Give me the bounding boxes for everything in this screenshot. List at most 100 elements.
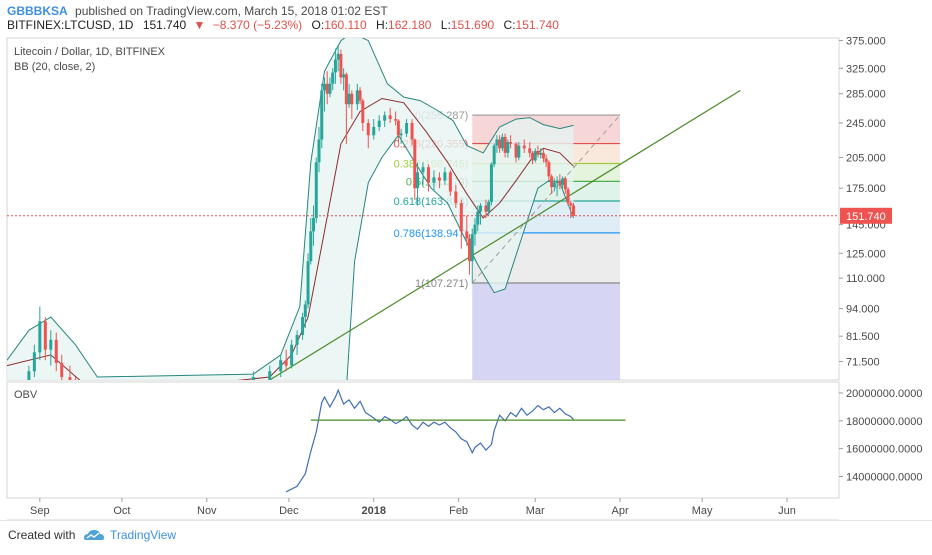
candle-body [388,115,392,120]
candle-body [355,90,359,105]
obv-tick-label: 18000000.0000 [846,416,922,428]
candle-body [303,304,307,317]
bb-lower-band [346,134,574,380]
fib-level-label-1: 1(107.271) [415,278,468,290]
bollinger-bands [7,38,574,380]
drawn-lines[interactable] [7,89,839,380]
candle-body [514,143,518,158]
time-tick-label: May [692,505,713,517]
price-change: −8.370 (−5.23%) [213,18,302,32]
price-tick-label: 375.000 [846,36,886,48]
candle-body [544,158,548,163]
price-tick-label: 325.000 [846,63,886,75]
close-value: 151.740 [516,18,560,32]
candle-body [566,189,570,204]
time-tick-label: Nov [197,505,217,517]
tradingview-cloud-icon [84,530,104,540]
bb-basis [7,97,574,380]
candle-body [487,201,491,212]
candle-body [410,123,414,140]
candle-body [336,53,340,60]
low-label: L: [441,18,451,32]
candle-body [416,172,420,189]
candle-body [555,180,559,183]
candle-body [547,162,551,177]
tradingview-brand-link[interactable]: TradingView [110,528,177,542]
obv-tick-label: 16000000.0000 [846,444,922,456]
candle-body [473,224,477,235]
time-tick-label: Dec [279,505,299,517]
candle-body [27,371,31,380]
down-arrow-icon: ▼ [194,18,206,32]
open-value: 160.110 [324,18,367,32]
obv-indicator-label[interactable]: OBV [14,389,38,401]
candle-body [454,191,458,204]
candle-body [530,152,534,161]
candle-body [372,127,376,136]
candle-body [284,360,288,366]
candle-body [320,90,324,140]
candle-body [533,151,537,161]
candle-body [528,148,532,153]
candle-body [476,211,480,225]
last-price-badge [840,207,892,224]
low-value: 151.690 [451,18,495,32]
candle-body [541,152,545,159]
candle-body [32,352,36,372]
candle-body [405,123,409,134]
price-tick-label: 110.000 [846,273,885,285]
trend-line[interactable] [269,89,741,380]
candle-body [448,172,452,192]
price-tick-label: 205.000 [846,153,886,165]
header-line-2: BITFINEX:LTCUSD, 1D 151.740 ▼ −8.370 (−5… [7,18,559,32]
candle-body [509,142,513,144]
fib-level-label-0.786: 0.786(138.947) [394,228,469,240]
last-price-badge-label: 151.740 [846,211,886,223]
candle-body [517,145,521,158]
candle-body [558,180,562,185]
fib-trend-dashed-line[interactable] [471,114,621,284]
obv-tick-label: 20000000.0000 [846,388,922,400]
bb-indicator-label[interactable]: BB (20, close, 2) [14,61,95,73]
candle-body [413,139,417,189]
candle-body [498,139,502,149]
time-tick-label: Mar [526,505,545,517]
candle-body [500,136,504,149]
candle-body [43,321,47,350]
candle-body [60,362,64,378]
candle-body [49,339,53,350]
close-label: C: [504,18,516,32]
bb-fill [7,38,574,380]
price-tick-label: 81.500 [846,331,880,343]
symbol-label: BITFINEX:LTCUSD, 1D [7,18,134,32]
bb-upper-band [7,38,574,378]
published-text: published on TradingView.com, March 15, … [75,4,388,18]
author-name[interactable]: GBBBKSA [7,4,68,18]
candle-body [309,231,313,262]
time-tick-label: Apr [611,505,628,517]
candle-body [572,205,576,216]
candle-body [465,231,469,239]
candle-body [347,93,351,105]
candle-body [344,74,348,105]
candle-body [317,139,321,163]
high-label: H: [376,18,388,32]
candle-body [495,139,499,146]
candle-body [468,238,472,262]
candle-body [342,74,346,78]
obv-tick-label: 14000000.0000 [846,472,922,484]
candle-body [312,218,316,232]
candle-body [301,316,305,336]
time-tick-label: 2018 [361,505,385,517]
candle-body [522,145,526,149]
candle-body [361,100,365,124]
candle-body [484,205,488,212]
time-tick-label: Sep [30,505,50,517]
price-tick-label: 125.000 [846,248,886,260]
price-tick-label: 285.000 [846,89,886,101]
time-tick-label: Jun [778,505,796,517]
candle-body [489,164,493,202]
